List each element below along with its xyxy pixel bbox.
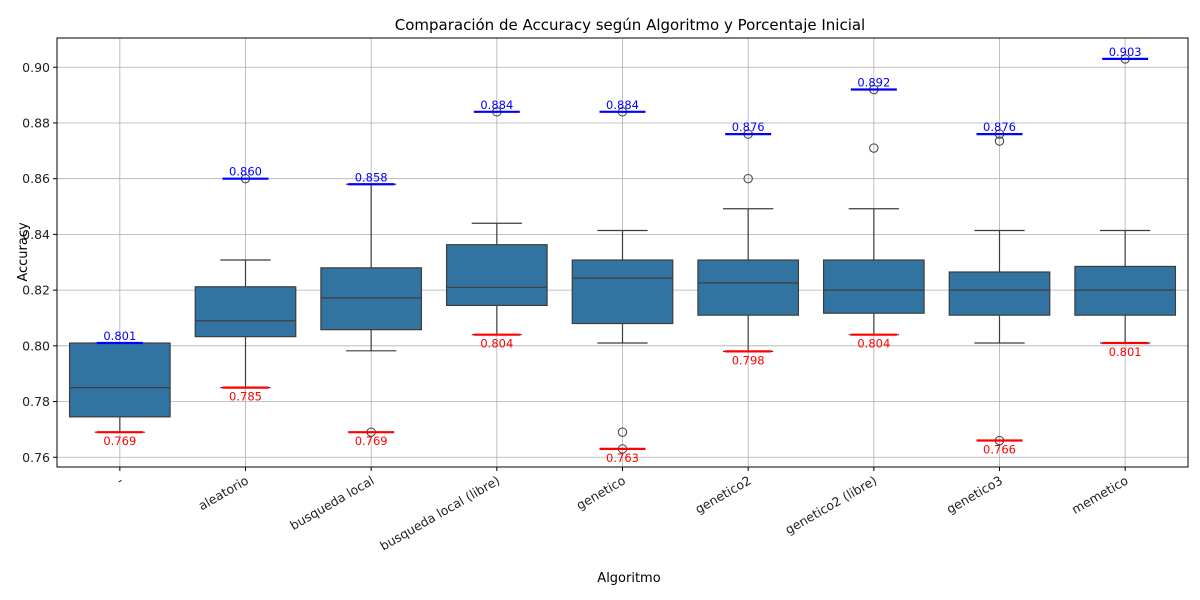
y-tick-label: 0.78 xyxy=(22,394,50,409)
x-tick-label: aleatorio xyxy=(196,473,251,514)
min-label: 0.766 xyxy=(983,443,1016,457)
x-tick-label: genetico xyxy=(574,473,628,513)
min-label: 0.763 xyxy=(606,451,639,465)
box-1 xyxy=(68,342,171,433)
max-label: 0.860 xyxy=(229,165,262,179)
box-iqr xyxy=(194,286,297,338)
max-label: 0.884 xyxy=(606,98,639,112)
max-label: 0.801 xyxy=(103,329,136,343)
outlier-point xyxy=(869,143,879,153)
x-tick-label: memetico xyxy=(1069,473,1131,517)
box-8 xyxy=(948,129,1051,446)
outlier-point xyxy=(743,173,753,184)
y-tick-label: 0.76 xyxy=(22,450,50,465)
min-label: 0.769 xyxy=(103,434,136,448)
x-axis: - aleatorio busqueda local busqueda local (… xyxy=(114,467,1131,553)
chart-title: Comparación de Accuracy según Algoritmo … xyxy=(395,16,865,34)
y-axis-label: Accuracy xyxy=(16,222,31,282)
x-tick-label: - xyxy=(114,473,125,488)
y-tick-label: 0.88 xyxy=(22,115,50,130)
box-7 xyxy=(822,84,925,336)
min-label: 0.785 xyxy=(229,390,262,404)
x-tick-label: genetico3 xyxy=(944,473,1005,517)
box-iqr xyxy=(68,342,171,418)
max-label: 0.876 xyxy=(732,120,765,134)
box-iqr xyxy=(948,271,1051,316)
min-label: 0.801 xyxy=(1109,345,1142,359)
y-tick-label: 0.90 xyxy=(22,60,50,75)
min-label: 0.804 xyxy=(480,337,513,351)
y-tick-label: 0.80 xyxy=(22,338,50,353)
x-tick-label: busqueda local xyxy=(287,473,376,533)
min-label: 0.798 xyxy=(732,353,765,367)
y-tick-label: 0.82 xyxy=(22,283,50,298)
box-5 xyxy=(571,107,674,454)
x-axis-label: Algoritmo xyxy=(597,571,660,586)
max-label: 0.884 xyxy=(480,98,513,112)
box-iqr xyxy=(1074,265,1177,316)
box-iqr xyxy=(320,267,423,331)
max-label: 0.876 xyxy=(983,120,1016,134)
y-axis: 0.76 0.78 0.80 0.82 0.84 0.86 0.88 0.90 xyxy=(22,60,57,465)
x-tick-label: genetico2 xyxy=(692,473,753,517)
boxes xyxy=(68,54,1177,454)
y-tick-label: 0.84 xyxy=(22,227,50,242)
max-label: 0.892 xyxy=(857,76,890,90)
x-tick-label: busqueda local (libre) xyxy=(377,473,502,554)
box-iqr xyxy=(697,259,800,316)
annotations: 0.801 0.769 0.860 0.785 0.858 0.769 0.884 0.804… xyxy=(96,45,1149,465)
min-label: 0.804 xyxy=(857,337,890,351)
y-tick-label: 0.86 xyxy=(22,171,50,186)
max-label: 0.858 xyxy=(355,170,388,184)
max-label: 0.903 xyxy=(1109,45,1142,59)
outlier-point xyxy=(617,427,628,437)
box-9 xyxy=(1074,54,1177,344)
box-iqr xyxy=(822,259,925,314)
min-label: 0.769 xyxy=(355,434,388,448)
x-tick-label: genetico2 (libre) xyxy=(782,473,879,538)
box-iqr xyxy=(445,244,548,307)
outlier-point xyxy=(994,136,1005,146)
box-iqr xyxy=(571,259,674,325)
